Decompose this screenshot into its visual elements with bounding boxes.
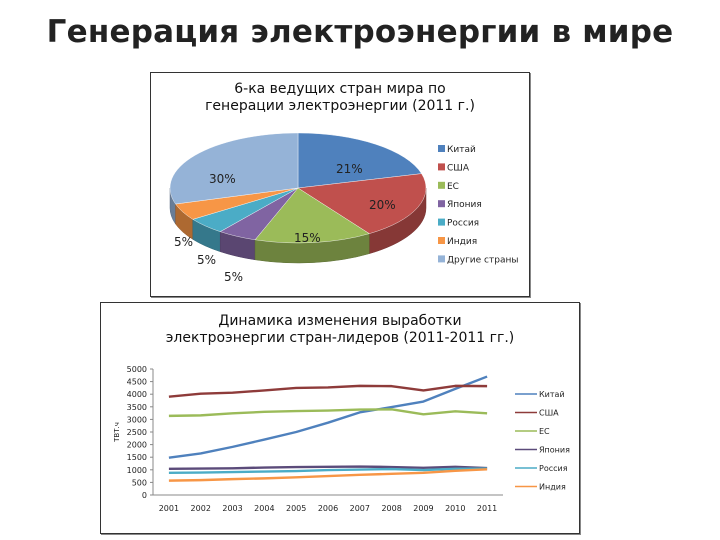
x-tick-label: 2009	[413, 504, 433, 513]
line-title-line-2: электроэнергии стран-лидеров (2011-2011 …	[165, 329, 515, 346]
x-tick-label: 2006	[318, 504, 338, 513]
pie-legend-label-Индия: Индия	[447, 237, 477, 247]
series-line-Россия	[168, 467, 488, 475]
pie-legend-label-Россия: Россия	[447, 219, 479, 229]
x-tick-label: 2003	[222, 504, 242, 513]
y-tick-label: 4500	[127, 378, 147, 387]
line-legend-label-США: США	[539, 409, 559, 418]
x-tick-label: 2004	[254, 504, 274, 513]
pie-title-line-2: генерации электроэнергии (2011 г.)	[205, 97, 475, 114]
line-legend: Китай США ЕС Япония Россия Индия	[515, 390, 570, 492]
pie-chart-panel: 6-ка ведущих стран мира по генерации эле…	[150, 72, 530, 297]
pie-legend-swatch-США	[438, 163, 445, 171]
series-line-ЕС	[168, 408, 488, 418]
pie-data-label-Япония: 5%	[174, 235, 193, 249]
y-tick-label: 4000	[127, 390, 147, 399]
line-chart: 0 500 1000 1500 2000 2500 3000 3500 4000 4500 5000…	[113, 365, 570, 513]
pie-legend-swatch-Индия	[438, 237, 445, 244]
pie-chart: 21% 20% 15% 5% 5% 5% 30% Китай США ЕС Япония Россия…	[169, 132, 518, 284]
series-line-Япония	[168, 465, 488, 470]
pie-slices	[169, 132, 427, 244]
y-tick-label: 2000	[127, 441, 147, 450]
pie-data-label-ЕС: 15%	[294, 231, 321, 245]
page-title: Генерация электроэнергии в мире	[46, 14, 674, 50]
pie-slice-Китай	[297, 132, 422, 189]
pie-legend-swatch-Китай	[438, 145, 445, 152]
pie-data-labels: 21% 20% 15% 5% 5% 5% 30%	[174, 162, 396, 284]
pie-legend-swatch-Япония	[438, 200, 445, 208]
y-tick-label: 2500	[127, 428, 147, 437]
pie-legend-swatch-Россия	[438, 218, 445, 226]
x-tick-labels: 2001 2002 2003 2004 2005 2006 2007 2008 2009 2010…	[159, 504, 498, 513]
pie-legend-swatch-ЕС	[438, 181, 445, 189]
x-tick-label: 2002	[191, 504, 211, 513]
x-tick-label: 2011	[477, 504, 497, 513]
pie-legend-swatch-Другие страны	[438, 255, 445, 263]
x-tick-label: 2005	[286, 504, 306, 513]
pie-legend: Китай США ЕС Япония Россия Индия Другие страны	[438, 145, 518, 265]
x-tick-label: 2007	[350, 504, 370, 513]
line-chart-panel: Динамика изменения выработки электроэнер…	[100, 302, 580, 534]
line-legend-label-ЕС: ЕС	[539, 427, 550, 436]
y-axis-label: ТВТ.ч	[113, 422, 121, 443]
pie-legend-label-ЕС: ЕС	[447, 182, 459, 192]
line-chart-title: Динамика изменения выработки электроэнер…	[101, 313, 579, 347]
line-legend-label-Индия: Индия	[539, 483, 566, 492]
pie-data-label-Другие страны: 30%	[209, 172, 236, 186]
pie-legend-label-Китай: Китай	[447, 145, 476, 155]
pie-data-label-Китай: 21%	[336, 162, 363, 176]
y-tick-label: 3000	[127, 415, 147, 424]
pie-slice-ЕС	[254, 187, 370, 244]
line-title-line-1: Динамика изменения выработки	[218, 313, 462, 329]
y-tick-label: 3500	[127, 403, 147, 412]
pie-slice-США	[297, 173, 427, 234]
line-legend-label-Япония: Япония	[539, 446, 570, 455]
pie-legend-label-США: США	[447, 163, 470, 173]
pie-data-label-Индия: 5%	[224, 270, 243, 284]
series-line-Китай	[168, 375, 488, 459]
y-tick-label: 5000	[127, 365, 147, 374]
x-tick-label: 2010	[445, 504, 465, 513]
pie-chart-title: 6-ка ведущих стран мира по генерации эле…	[151, 81, 529, 115]
x-tick-label: 2001	[159, 504, 179, 513]
line-legend-label-Россия: Россия	[539, 464, 568, 473]
y-tick-labels: 0 500 1000 1500 2000 2500 3000 3500 4000 4500 5000	[127, 365, 153, 500]
y-tick-label: 1500	[127, 453, 147, 462]
pie-legend-label-Другие страны: Другие страны	[447, 255, 518, 265]
pie-title-line-1: 6-ка ведущих стран мира по	[234, 81, 446, 97]
series-line-Индия	[168, 468, 488, 482]
y-tick-label: 1000	[127, 466, 147, 475]
pie-legend-label-Япония: Япония	[447, 200, 482, 210]
series-lines	[168, 375, 488, 482]
series-line-США	[168, 384, 488, 398]
pie-data-label-Россия: 5%	[197, 253, 216, 267]
y-tick-label: 500	[132, 478, 147, 487]
y-tick-label: 0	[142, 491, 147, 500]
line-legend-label-Китай: Китай	[539, 390, 565, 399]
pie-data-label-США: 20%	[369, 198, 396, 212]
x-tick-label: 2008	[381, 504, 401, 513]
pie-sides	[169, 187, 427, 264]
pie-slice-Другие страны	[169, 132, 299, 205]
